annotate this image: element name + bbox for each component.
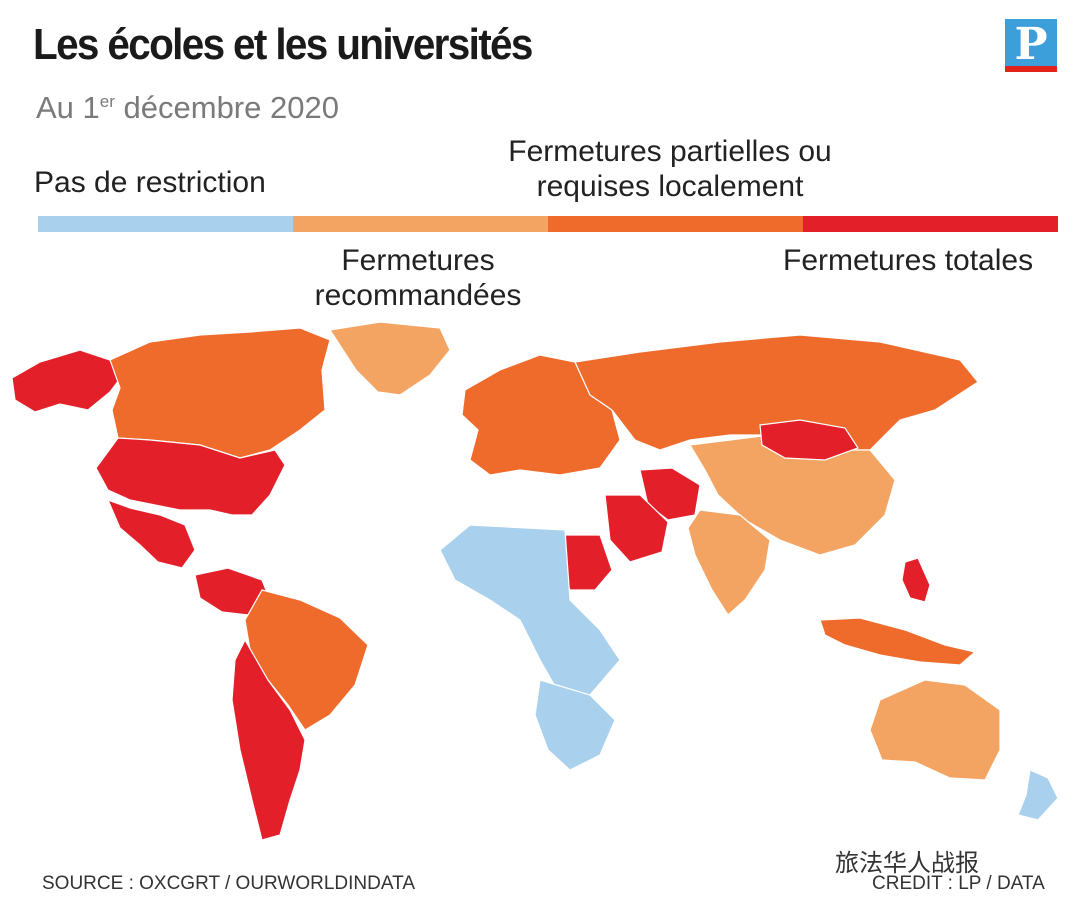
date-prefix: Au 1 (36, 90, 100, 125)
legend-label-no-restriction: Pas de restriction (34, 166, 266, 199)
legend-bar-no-restriction (38, 216, 293, 232)
legend-label-total: Fermetures totales (783, 244, 1034, 277)
map-region-mexico (106, 498, 196, 569)
map-region-greenland (328, 321, 451, 396)
map-region-new-zealand (1017, 769, 1059, 821)
date-subtitle: Au 1er décembre 2020 (36, 90, 339, 126)
legend-label-recommended: Fermetures recommandées (314, 244, 522, 312)
world-map (11, 321, 1059, 841)
watermark-text: 旅法华人战报 (835, 849, 979, 877)
source-note: SOURCE : OXCGRT / OURWORLDINDATA (42, 873, 416, 894)
legend-bar-recommended (293, 216, 548, 232)
map-region-brazil (244, 589, 369, 731)
legend-bar-partial (548, 216, 803, 232)
map-region-europe (461, 354, 621, 476)
map-region-indonesia (819, 617, 977, 666)
map-region-southern-africa (534, 679, 616, 771)
map-region-usa (95, 437, 286, 516)
legend-label-partial: Fermetures partielles ou requises locale… (508, 135, 832, 203)
le-parisien-logo: P (1005, 19, 1057, 71)
credit-note: CREDIT : LP / DATA (872, 873, 1045, 894)
date-suffix: décembre 2020 (114, 90, 339, 125)
map-region-saudi-arabia (604, 494, 669, 563)
legend-bar-total (803, 216, 1058, 232)
map-region-india (687, 509, 771, 616)
map-region-philippines (901, 557, 931, 603)
map-region-australia (869, 679, 1001, 781)
map-region-canada (109, 327, 331, 459)
page-title: Les écoles et les universités (33, 20, 533, 69)
map-region-mongolia (759, 419, 859, 461)
logo-underline (1005, 66, 1057, 72)
map-region-alaska (11, 349, 126, 413)
date-sup: er (99, 92, 115, 111)
map-region-argentina (231, 638, 306, 841)
